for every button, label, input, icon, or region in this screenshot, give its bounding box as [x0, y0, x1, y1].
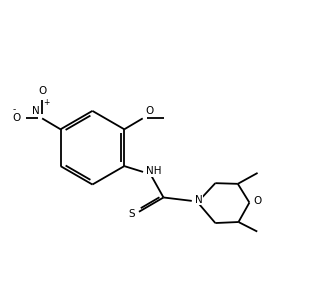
Text: NH: NH [147, 166, 162, 176]
Text: +: + [43, 98, 49, 107]
Text: S: S [128, 209, 135, 219]
Text: N: N [195, 194, 203, 204]
Text: O: O [145, 106, 154, 116]
Text: O: O [254, 196, 262, 206]
Text: O: O [38, 86, 46, 96]
Text: O: O [12, 113, 21, 123]
Text: -: - [12, 105, 15, 114]
Text: N: N [31, 106, 39, 116]
